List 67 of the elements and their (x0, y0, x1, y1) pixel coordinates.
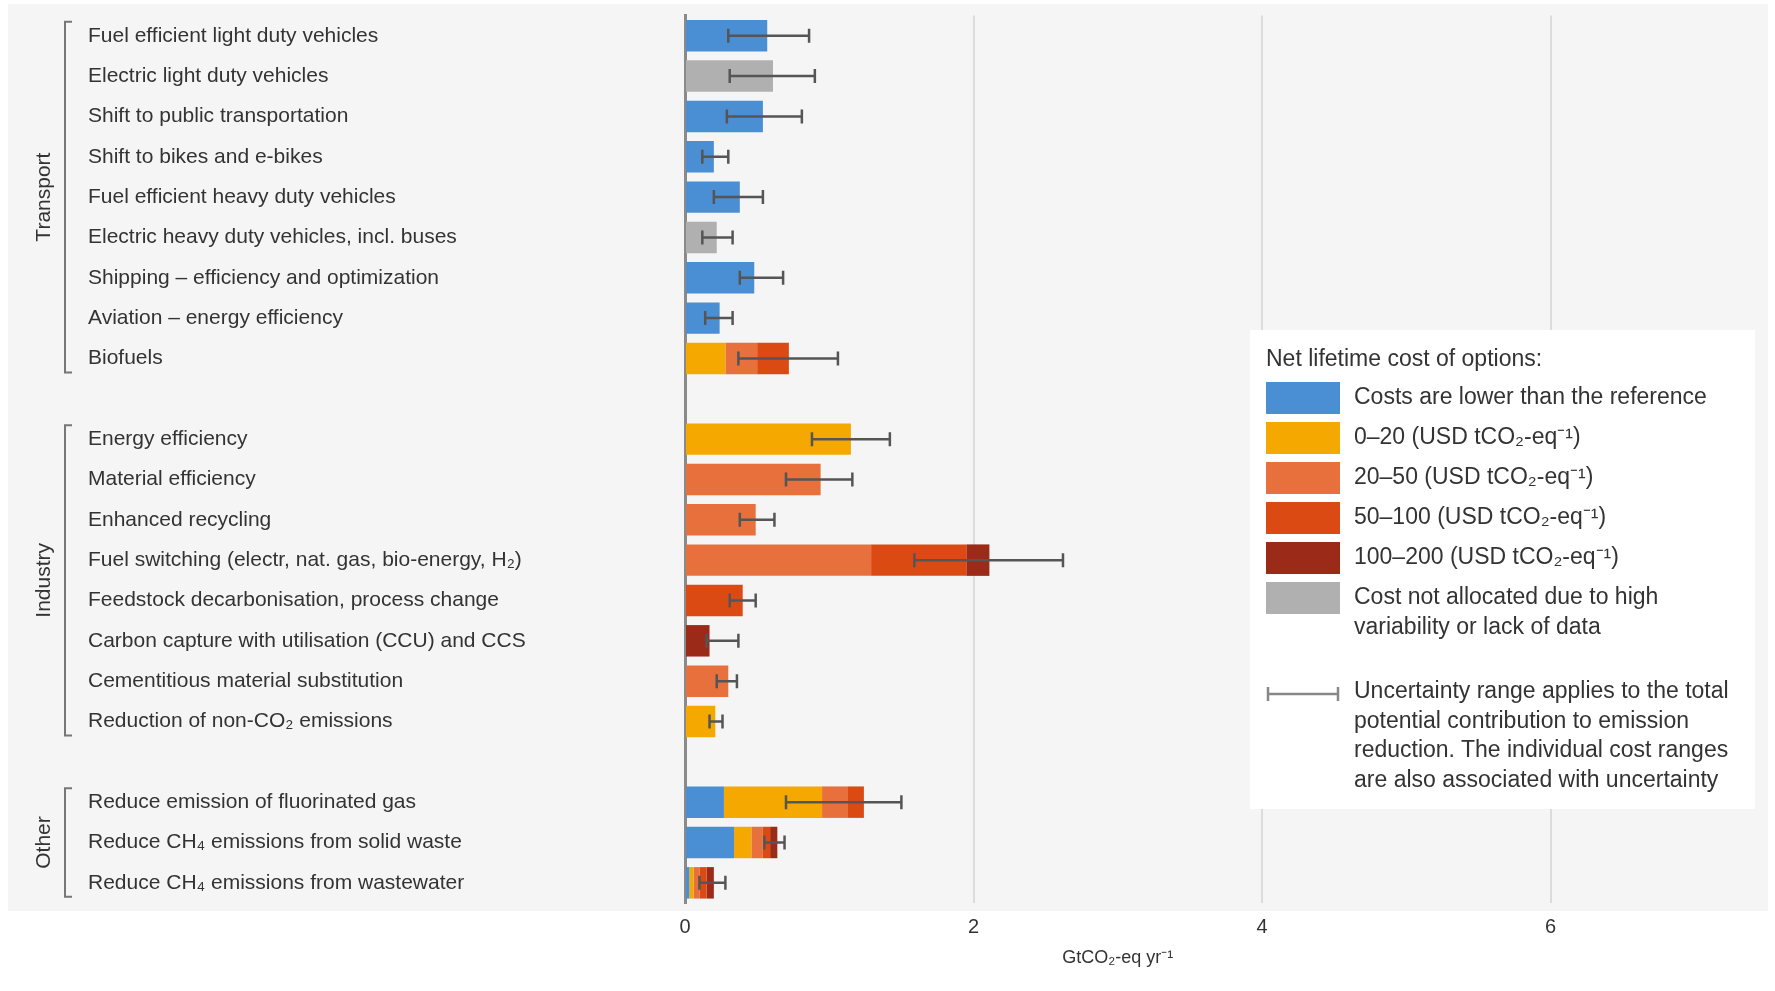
bar (686, 221, 717, 254)
bar (686, 705, 716, 738)
bar (686, 867, 690, 899)
legend-label: Costs are lower than the reference (1354, 381, 1707, 411)
bar (686, 544, 872, 576)
y-tick-label: Feedstock decarbonisation, process change (88, 587, 499, 611)
y-tick-label: Reduction of non-CO₂ emissions (88, 708, 393, 732)
y-tick-label: Cementitious material substitution (88, 667, 404, 691)
bar (706, 867, 714, 899)
legend-title: Net lifetime cost of options: (1266, 344, 1544, 373)
bar (686, 504, 756, 536)
text: Other (30, 816, 54, 869)
y-tick-label: Reduce CH₄ emissions from wastewater (88, 869, 465, 893)
y-tick-label: Energy efficiency (88, 425, 249, 449)
y-tick-label: Material efficiency (88, 466, 257, 490)
bar (686, 20, 768, 52)
bar (686, 786, 724, 818)
bar (966, 544, 990, 576)
legend-label: Cost not allocated due to high variability or lack of data (1354, 581, 1660, 641)
y-tick-label: Reduce emission of fluorinated gas (88, 788, 417, 812)
y-tick-label: Shift to public transportation (88, 103, 349, 127)
bar (686, 302, 720, 334)
legend-label: 20–50 (USD tCO₂-eq⁻¹) (1354, 461, 1594, 491)
legend-label: 50–100 (USD tCO₂-eq⁻¹) (1354, 501, 1607, 531)
annotation: Uncertainty range applies to the total potential contribution to emission reduction. The individual cost ranges are also associated with uncertainty (1354, 675, 1730, 795)
bar (686, 625, 710, 657)
bar (871, 544, 967, 576)
text: Transport (30, 152, 54, 242)
y-tick-label: Electric light duty vehicles (88, 62, 329, 86)
bar (848, 786, 864, 818)
bar (686, 342, 726, 375)
bar (686, 665, 729, 697)
y-tick-label: Enhanced recycling (88, 506, 272, 530)
text: Industry (30, 542, 54, 618)
y-tick-label: Shift to bikes and e-bikes (88, 143, 323, 167)
bar (686, 100, 763, 133)
y-tick-label: Aviation – energy efficiency (88, 304, 344, 328)
y-tick-label: Fuel efficient heavy duty vehicles (88, 183, 396, 207)
x-tick-label: 0 (679, 914, 691, 937)
y-tick-label: Fuel efficient light duty vehicles (88, 22, 379, 46)
y-tick-label: Shipping – efficiency and optimization (88, 264, 440, 288)
bar (751, 826, 763, 859)
y-tick-label: Fuel switching (electr, nat. gas, bio-energy, H₂) (88, 546, 522, 570)
y-tick-label: Electric heavy duty vehicles, incl. buses (88, 224, 457, 248)
legend-label: 0–20 (USD tCO₂-eq⁻¹) (1354, 421, 1581, 451)
y-tick-label: Carbon capture with utilisation (CCU) and CCS (88, 627, 526, 651)
bar (822, 786, 849, 818)
y-tick-label: Reduce CH₄ emissions from solid waste (88, 829, 462, 853)
legend-label: 100–200 (USD tCO₂-eq⁻¹) (1354, 541, 1619, 571)
bar (723, 786, 823, 818)
bar (734, 826, 752, 859)
x-tick-label: 6 (1545, 914, 1557, 937)
x-tick-label: 4 (1256, 914, 1268, 937)
bar (686, 141, 714, 173)
x-tick-label: 2 (967, 914, 980, 937)
bar (686, 181, 740, 213)
bar (686, 262, 755, 294)
bar (686, 60, 773, 92)
x-axis-title: GtCO₂-eq yr⁻¹ (1062, 947, 1174, 967)
bar (686, 826, 735, 859)
bar (686, 463, 821, 496)
bar (725, 342, 758, 375)
bar (686, 584, 743, 617)
bar (757, 342, 789, 375)
y-tick-label: Biofuels (88, 345, 163, 369)
bar (689, 867, 694, 899)
bar (686, 423, 851, 455)
